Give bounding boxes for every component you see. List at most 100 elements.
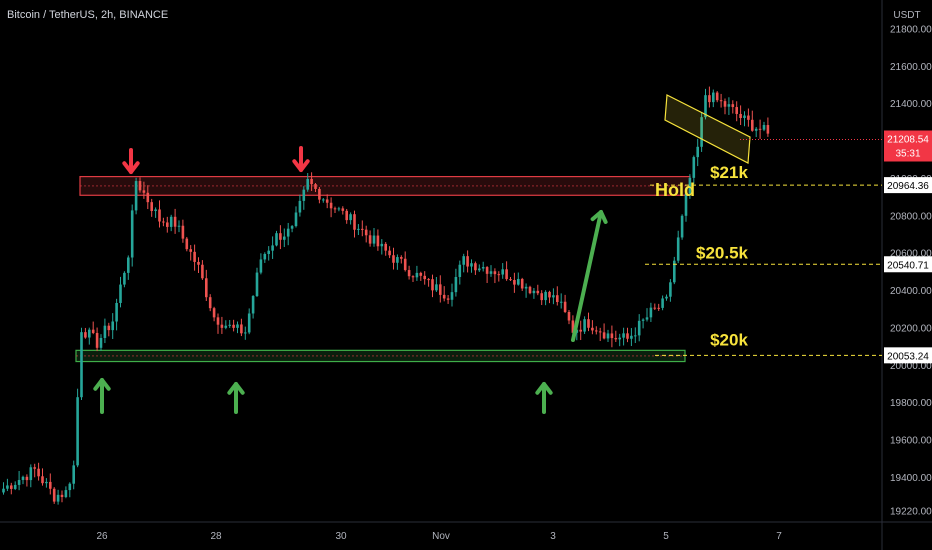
up-arrow-icon	[571, 210, 608, 342]
candle-body	[216, 317, 220, 325]
candle-body	[606, 333, 610, 339]
candle-body	[345, 210, 348, 221]
y-tick-label: 21800.00	[890, 25, 932, 36]
candle-body	[251, 296, 255, 314]
candle-body	[431, 279, 434, 291]
candle-body	[400, 257, 403, 259]
candle-body	[415, 272, 419, 278]
candle-body	[462, 256, 465, 265]
candle-body	[6, 485, 9, 489]
candle-body	[181, 225, 185, 239]
y-tick-label: 20400.00	[890, 286, 932, 297]
candle-body	[103, 325, 107, 338]
candle-body	[634, 335, 637, 337]
candle-body	[259, 259, 263, 273]
candle-body	[754, 128, 758, 131]
candle-body	[37, 468, 40, 477]
candle-body	[517, 278, 520, 285]
candle-body	[267, 250, 270, 254]
candle-body	[10, 485, 13, 489]
hold-label: Hold	[655, 180, 695, 200]
candle-body	[244, 332, 247, 334]
candle-body	[712, 92, 715, 103]
candle-body	[653, 307, 657, 309]
down-arrow-icon-head	[122, 161, 140, 174]
candle-body	[622, 333, 625, 338]
candle-body	[279, 233, 282, 240]
price-level-label: $20.5k	[696, 243, 749, 262]
candle-body	[60, 494, 64, 498]
candle-body	[536, 290, 540, 294]
candle-body	[649, 307, 653, 318]
candle-body	[403, 258, 407, 271]
candle-body	[220, 324, 224, 328]
y-tick-label: 19400.00	[890, 473, 932, 484]
candle-body	[99, 337, 103, 348]
candle-body	[337, 208, 341, 210]
candle-body	[146, 192, 150, 203]
candle-body	[719, 100, 723, 102]
y-tick-label: 20600.00	[890, 249, 932, 260]
candle-body	[692, 157, 696, 178]
candle-body	[509, 279, 512, 281]
candle-body	[91, 329, 95, 333]
candle-body	[688, 177, 692, 194]
candle-body	[419, 272, 423, 276]
y-tick-label: 21600.00	[890, 62, 932, 73]
candle-body	[723, 101, 727, 107]
candle-body	[657, 307, 660, 309]
candle-body	[743, 115, 746, 119]
candle-body	[361, 228, 364, 230]
y-tick-label: 19220.00	[890, 507, 932, 518]
candle-body	[704, 95, 707, 118]
price-tag-value: 20964.36	[887, 181, 929, 192]
candle-body	[45, 481, 48, 484]
candle-body	[240, 324, 243, 334]
candle-body	[173, 216, 177, 227]
candle-body	[189, 249, 192, 252]
price-tag-bg	[884, 177, 932, 194]
candle-body	[481, 267, 485, 269]
candle-body	[123, 272, 126, 285]
candle-body	[591, 327, 594, 331]
candle-body	[392, 255, 395, 263]
candle-body	[306, 178, 309, 190]
candle-body	[275, 233, 278, 246]
candle-body	[645, 317, 649, 320]
candle-body	[193, 251, 196, 262]
candle-body	[669, 282, 672, 297]
candle-body	[548, 291, 551, 298]
candle-body	[637, 320, 641, 336]
price-tag-bg	[884, 347, 932, 364]
candle-body	[735, 107, 738, 114]
candle-body	[177, 225, 181, 227]
last-price-countdown: 35:31	[895, 148, 920, 159]
candle-body	[208, 297, 212, 309]
candle-body	[571, 320, 575, 333]
candle-body	[314, 184, 317, 189]
price-tag-value: 20053.24	[887, 351, 929, 362]
candle-body	[166, 222, 169, 227]
candle-body	[747, 115, 750, 120]
candle-body	[119, 284, 122, 303]
candle-body	[618, 337, 621, 340]
candle-body	[52, 488, 56, 502]
x-tick-label: 26	[96, 531, 108, 542]
candle-body	[357, 228, 360, 230]
y-tick-label: 19800.00	[890, 398, 932, 409]
candle-body	[212, 308, 216, 318]
price-tag-bg	[884, 256, 932, 273]
candle-body	[423, 275, 426, 280]
candle-body	[95, 332, 99, 348]
candle-body	[751, 119, 754, 131]
candle-body	[567, 311, 571, 321]
candle-body	[528, 286, 532, 294]
candle-body	[442, 294, 446, 299]
candle-body	[107, 325, 111, 331]
price-level-label: $21k	[710, 163, 748, 182]
candle-body	[595, 330, 598, 332]
candle-body	[579, 329, 582, 332]
y-tick-label: 20200.00	[890, 323, 932, 334]
last-price-value: 21208.54	[887, 134, 929, 145]
